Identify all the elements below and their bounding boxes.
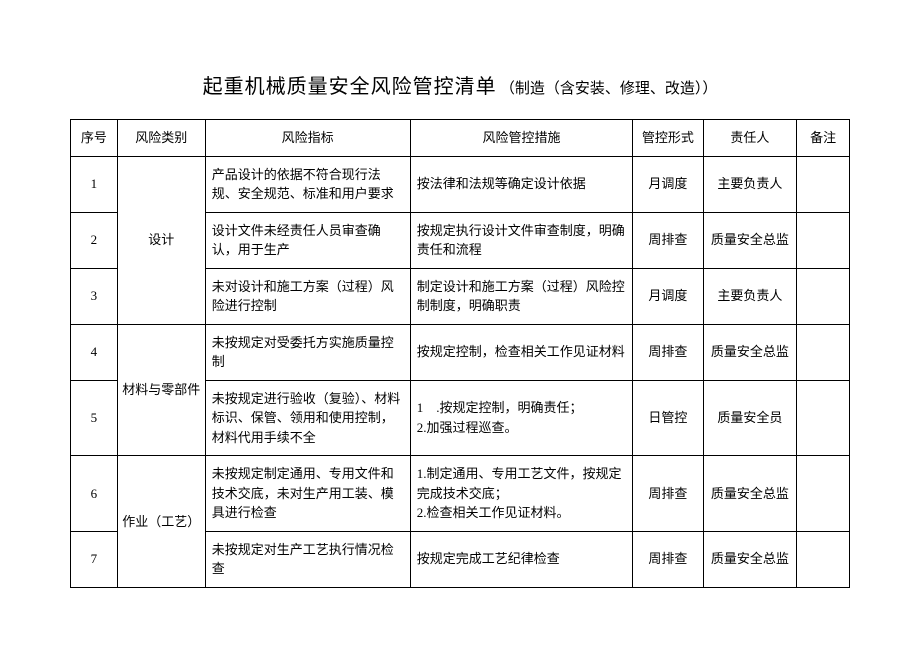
table-row: 6 作业（工艺） 未按规定制定通用、专用文件和技术交底，未对生产用工装、模具进行… <box>71 456 850 532</box>
cell-responsible: 主要负责人 <box>703 268 797 324</box>
cell-control: 日管控 <box>633 380 703 456</box>
table-row: 4 材料与零部件 未按规定对受委托方实施质量控制 按规定控制，检查相关工作见证材… <box>71 324 850 380</box>
cell-remark <box>797 156 850 212</box>
cell-control: 周排查 <box>633 456 703 532</box>
cell-control: 周排查 <box>633 531 703 587</box>
cell-indicator: 设计文件未经责任人员审查确认，用于生产 <box>205 212 410 268</box>
header-control: 管控形式 <box>633 120 703 157</box>
table-row: 1 设计 产品设计的依据不符合现行法规、安全规范、标准和用户要求 按法律和法规等… <box>71 156 850 212</box>
table-header-row: 序号 风险类别 风险指标 风险管控措施 管控形式 责任人 备注 <box>71 120 850 157</box>
cell-control: 周排查 <box>633 212 703 268</box>
cell-measure: 按规定控制，检查相关工作见证材料 <box>410 324 633 380</box>
header-measure: 风险管控措施 <box>410 120 633 157</box>
cell-remark <box>797 268 850 324</box>
cell-indicator: 未按规定对生产工艺执行情况检查 <box>205 531 410 587</box>
cell-indicator: 未按规定对受委托方实施质量控制 <box>205 324 410 380</box>
cell-measure: 制定设计和施工方案（过程）风险控制制度，明确职责 <box>410 268 633 324</box>
risk-control-table: 序号 风险类别 风险指标 风险管控措施 管控形式 责任人 备注 1 设计 产品设… <box>70 119 850 588</box>
cell-measure: 按规定完成工艺纪律检查 <box>410 531 633 587</box>
cell-remark <box>797 212 850 268</box>
cell-remark <box>797 531 850 587</box>
header-remark: 备注 <box>797 120 850 157</box>
cell-measure: 1 .按规定控制，明确责任；2.加强过程巡查。 <box>410 380 633 456</box>
cell-measure: 1.制定通用、专用工艺文件，按规定完成技术交底；2.检查相关工作见证材料。 <box>410 456 633 532</box>
cell-seq: 6 <box>71 456 118 532</box>
cell-seq: 5 <box>71 380 118 456</box>
title-main: 起重机械质量安全风险管控清单 <box>203 76 497 98</box>
cell-seq: 1 <box>71 156 118 212</box>
cell-responsible: 质量安全总监 <box>703 324 797 380</box>
header-category: 风险类别 <box>117 120 205 157</box>
cell-measure: 按规定执行设计文件审查制度，明确责任和流程 <box>410 212 633 268</box>
cell-responsible: 质量安全总监 <box>703 456 797 532</box>
cell-control: 月调度 <box>633 156 703 212</box>
cell-remark <box>797 380 850 456</box>
cell-remark <box>797 456 850 532</box>
header-seq: 序号 <box>71 120 118 157</box>
document-title: 起重机械质量安全风险管控清单 （制造（含安装、修理、改造）） <box>70 70 850 99</box>
cell-measure: 按法律和法规等确定设计依据 <box>410 156 633 212</box>
cell-indicator: 未按规定进行验收（复验）、材料标识、保管、领用和使用控制，材料代用手续不全 <box>205 380 410 456</box>
cell-responsible: 质量安全员 <box>703 380 797 456</box>
cell-responsible: 主要负责人 <box>703 156 797 212</box>
cell-category: 材料与零部件 <box>117 324 205 456</box>
cell-category: 设计 <box>117 156 205 324</box>
cell-indicator: 产品设计的依据不符合现行法规、安全规范、标准和用户要求 <box>205 156 410 212</box>
cell-remark <box>797 324 850 380</box>
cell-responsible: 质量安全总监 <box>703 212 797 268</box>
cell-responsible: 质量安全总监 <box>703 531 797 587</box>
cell-indicator: 未按规定制定通用、专用文件和技术交底，未对生产用工装、模具进行检查 <box>205 456 410 532</box>
cell-indicator: 未对设计和施工方案（过程）风险进行控制 <box>205 268 410 324</box>
cell-category: 作业（工艺） <box>117 456 205 588</box>
cell-seq: 4 <box>71 324 118 380</box>
cell-seq: 7 <box>71 531 118 587</box>
header-indicator: 风险指标 <box>205 120 410 157</box>
cell-control: 月调度 <box>633 268 703 324</box>
cell-seq: 3 <box>71 268 118 324</box>
title-sub: （制造（含安装、修理、改造）） <box>500 81 718 97</box>
cell-control: 周排查 <box>633 324 703 380</box>
cell-seq: 2 <box>71 212 118 268</box>
header-responsible: 责任人 <box>703 120 797 157</box>
